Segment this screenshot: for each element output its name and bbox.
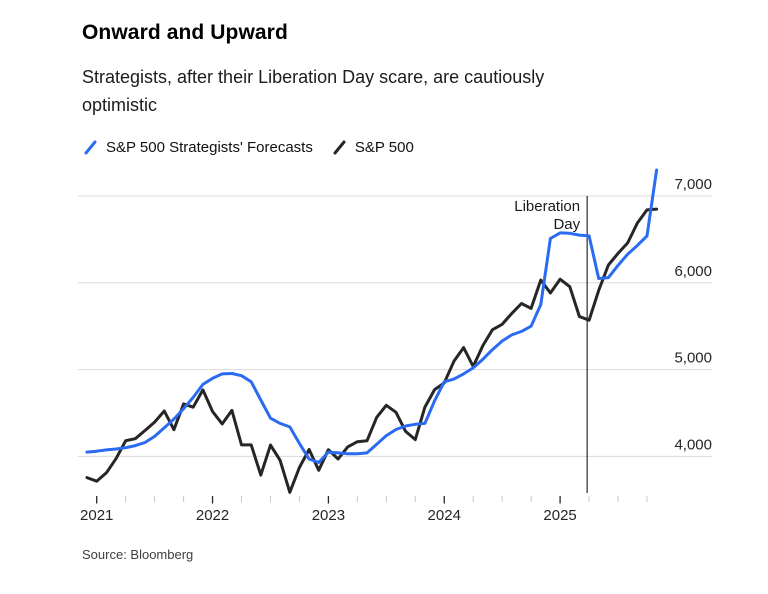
- page-title: Onward and Upward: [82, 21, 288, 44]
- liberation-day-label: Day: [553, 216, 580, 233]
- subtitle-line-1: Strategists, after their Liberation Day …: [82, 67, 545, 87]
- sp500-series-line: [85, 207, 659, 494]
- y-gridlines: [78, 195, 712, 457]
- x-axis-labels: 2021 2022 2023 2024 2025: [80, 507, 577, 524]
- y-axis-labels: 4,000 5,000 6,000 7,000: [674, 176, 712, 453]
- y-axis-tick-label: 6,000: [674, 263, 712, 280]
- legend-item-sp500: S&P 500: [333, 139, 414, 156]
- sp500-slash-icon: [333, 140, 346, 155]
- x-axis-year-label: 2025: [543, 507, 576, 524]
- chart-legend: S&P 500 Strategists' Forecasts S&P 500: [84, 139, 414, 156]
- x-axis-year-label: 2022: [196, 507, 229, 524]
- subtitle-line-2: optimistic: [82, 95, 158, 115]
- x-axis-year-label: 2024: [428, 507, 461, 524]
- y-axis-tick-label: 5,000: [674, 350, 712, 367]
- legend-label-sp500: S&P 500: [354, 139, 414, 156]
- chart-subtitle: Strategists, after their Liberation Day …: [82, 63, 544, 119]
- legend-label-forecasts: S&P 500 Strategists' Forecasts: [106, 139, 313, 156]
- liberation-day-label: Liberation: [514, 198, 580, 215]
- forecast-slash-icon: [84, 140, 97, 155]
- forecast-series-line: [85, 168, 659, 464]
- x-axis-year-label: 2021: [80, 507, 113, 524]
- x-axis-year-label: 2023: [312, 507, 345, 524]
- x-axis-ticks: [96, 496, 648, 504]
- y-axis-tick-label: 4,000: [674, 436, 712, 453]
- y-axis-tick-label: 7,000: [674, 176, 712, 193]
- legend-item-forecasts: S&P 500 Strategists' Forecasts: [84, 139, 313, 156]
- source-note: Source: Bloomberg: [82, 547, 194, 562]
